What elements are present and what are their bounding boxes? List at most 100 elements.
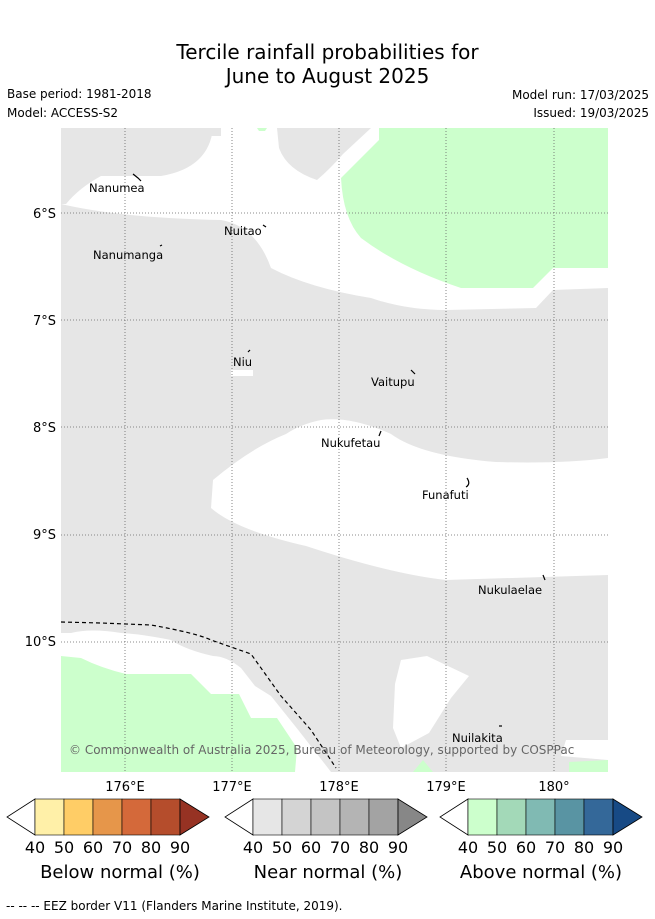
legend-title-near-normal: Near normal (%) (253, 862, 403, 883)
colorbar-below-normal-swatches (34, 798, 181, 836)
island-label-funafuti: Funafuti (422, 488, 469, 502)
island-mark-nukufetau (378, 430, 382, 437)
lon-axis: 176°E 177°E 178°E 179°E 180° (105, 780, 569, 794)
lat-tick-6s: 6°S (33, 207, 56, 222)
lat-tick-9s: 9°S (33, 528, 56, 543)
lat-tick-7s: 7°S (33, 314, 56, 329)
above-normal-tick: 50 (486, 838, 508, 857)
above-normal-tick: 60 (515, 838, 537, 857)
near-normal-region (61, 128, 213, 204)
copyright-notice: © Commonwealth of Australia 2025, Bureau… (69, 743, 574, 757)
island-mark-nukulaelae (542, 574, 546, 581)
colorbar-near-normal-high-extend (397, 798, 428, 836)
near-normal-tick: 80 (358, 838, 380, 857)
eez-border (61, 621, 337, 769)
above-normal-tick: 40 (457, 838, 479, 857)
above-normal-tick: 80 (573, 838, 595, 857)
above-normal-tick: 70 (544, 838, 566, 857)
below-normal-tick: 50 (53, 838, 75, 857)
above-normal-region-southeast (413, 760, 608, 772)
near-normal-region-center-north (277, 128, 371, 180)
below-normal-tick: 40 (24, 838, 46, 857)
island-label-nanumanga: Nanumanga (93, 248, 163, 262)
near-normal-tick: 60 (300, 838, 322, 857)
graticule (61, 128, 608, 772)
island-label-nuilakita: Nuilakita (452, 731, 503, 745)
title-line-2: June to August 2025 (225, 64, 430, 88)
island-label-nuitao: Nuitao (224, 224, 262, 238)
near-normal-region-north (201, 128, 221, 136)
title-line-1: Tercile rainfall probabilities for (176, 40, 479, 64)
colorbar-swatch (150, 798, 181, 836)
colorbar-swatch (467, 798, 498, 836)
base-period-label: Base period: 1981-2018 (7, 87, 152, 101)
island-label-nukufetau: Nukufetau (321, 436, 380, 450)
above-normal-region-southwest (61, 656, 297, 772)
colorbar-swatch (252, 798, 283, 836)
below-normal-tick: 90 (169, 838, 191, 857)
near-normal-tick: 50 (271, 838, 293, 857)
island-mark-nanumanga (159, 244, 163, 247)
colorbar-swatch (310, 798, 341, 836)
map-title: Tercile rainfall probabilities for June … (0, 40, 655, 88)
near-normal-tick: 90 (387, 838, 409, 857)
colorbar-below-normal-low-extend (6, 798, 36, 836)
lat-axis: 6°S 7°S 8°S 9°S 10°S (25, 207, 56, 650)
colorbar-swatch (121, 798, 152, 836)
island-mark-nuitao (262, 224, 267, 228)
colorbar-swatch (63, 798, 94, 836)
issued-label: Issued: 19/03/2025 (533, 106, 649, 120)
above-normal-region-north-small (257, 128, 267, 131)
colorbar-above-normal-low-extend (439, 798, 469, 836)
colorbar-above-normal-high-extend (612, 798, 643, 836)
legend-title-below-normal: Below normal (%) (40, 862, 200, 883)
near-normal-tick: 40 (242, 838, 264, 857)
lat-tick-10s: 10°S (25, 635, 56, 650)
island-label-nanumea: Nanumea (89, 181, 145, 195)
below-normal-tick: 60 (82, 838, 104, 857)
colorbar-swatch (368, 798, 399, 836)
colorbar-above-normal-swatches (467, 798, 614, 836)
near-normal-region-main (61, 204, 608, 772)
no-signal-south (393, 656, 469, 748)
below-normal-tick: 80 (140, 838, 162, 857)
rainfall-probability-map: Nanumea Nuitao Nanumanga Niu Vaitupu Nuk… (61, 128, 608, 772)
colorbar-swatch (92, 798, 123, 836)
island-mark-niu (247, 349, 251, 353)
island-mark-nanumea (132, 173, 142, 182)
island-mark-funafuti (465, 477, 470, 488)
lon-tick-176e: 176°E (105, 780, 145, 794)
lon-tick-177e: 177°E (212, 780, 252, 794)
no-signal-niu (231, 370, 253, 376)
colorbar-swatch (496, 798, 527, 836)
colorbar-swatch (583, 798, 614, 836)
colorbar-near-normal-swatches (252, 798, 399, 836)
island-label-niu: Niu (233, 355, 252, 369)
colorbar-below-normal (6, 798, 210, 836)
model-run-label: Model run: 17/03/2025 (511, 88, 649, 102)
island-label-nukulaelae: Nukulaelae (478, 583, 542, 597)
lon-tick-180: 180° (538, 780, 569, 794)
near-normal-tick: 70 (329, 838, 351, 857)
colorbar-swatch (34, 798, 65, 836)
lat-tick-8s: 8°S (33, 421, 56, 436)
map-canvas: Nanumea Nuitao Nanumanga Niu Vaitupu Nuk… (61, 128, 608, 772)
lon-tick-178e: 178°E (319, 780, 359, 794)
colorbar-below-normal-high-extend (179, 798, 210, 836)
colorbar-swatch (525, 798, 556, 836)
island-marks (132, 173, 546, 727)
above-normal-tick: 90 (602, 838, 624, 857)
lon-tick-179e: 179°E (426, 780, 466, 794)
colorbar-near-normal-low-extend (224, 798, 254, 836)
colorbar-swatch (554, 798, 585, 836)
eez-footnote: -- -- -- EEZ border V11 (Flanders Marine… (6, 899, 343, 913)
colorbar-swatch (339, 798, 370, 836)
colorbar-above-normal (439, 798, 643, 836)
model-label: Model: ACCESS-S2 (7, 106, 119, 120)
below-normal-tick: 70 (111, 838, 133, 857)
above-normal-region-northeast (341, 128, 608, 288)
colorbar-near-normal (224, 798, 428, 836)
island-mark-vaitupu (410, 369, 416, 375)
legend-title-above-normal: Above normal (%) (459, 862, 623, 883)
island-label-vaitupu: Vaitupu (371, 375, 415, 389)
